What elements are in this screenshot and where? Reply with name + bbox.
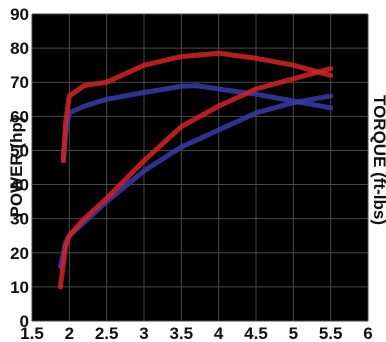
y2-axis-title: TORQUE (ft-lbs) (370, 95, 386, 225)
y-tick-label: 50 (10, 141, 29, 160)
y-tick-label: 10 (10, 278, 29, 297)
y-tick-label: 40 (10, 176, 29, 195)
x-tick-label: 3.5 (170, 324, 194, 342)
x-tick-label: 5 (289, 324, 298, 342)
y-tick-label: 70 (10, 73, 29, 92)
y-tick-labels: 0 10 20 30 40 50 60 70 80 90 (10, 5, 29, 331)
y-axis-title: POWER (hp) (7, 116, 26, 217)
x-tick-label: 5.5 (319, 324, 343, 342)
x-tick-label: 4 (214, 324, 224, 342)
y-tick-label: 20 (10, 244, 29, 263)
y-tick-label: 30 (10, 210, 29, 229)
x-tick-label: 4.5 (244, 324, 268, 342)
series-line-4 (60, 50, 334, 164)
x-tick-labels: 1.5 2 2.5 3 3.5 4 4.5 5 5.5 6 (20, 324, 373, 342)
x-tick-label: 2 (65, 324, 74, 342)
series-group (57, 50, 334, 290)
y-tick-label: 80 (10, 39, 29, 58)
y-tick-label: 90 (10, 5, 29, 24)
plot-background (32, 14, 368, 321)
x-tick-label: 3 (139, 324, 148, 342)
x-tick-label: 1.5 (20, 324, 44, 342)
grid (31, 13, 369, 322)
x-tick-label: 2.5 (95, 324, 119, 342)
y-tick-label: 0 (20, 312, 29, 331)
x-tick-label: 6 (363, 324, 372, 342)
series-line-3 (57, 66, 334, 290)
y-tick-label: 60 (10, 107, 29, 126)
